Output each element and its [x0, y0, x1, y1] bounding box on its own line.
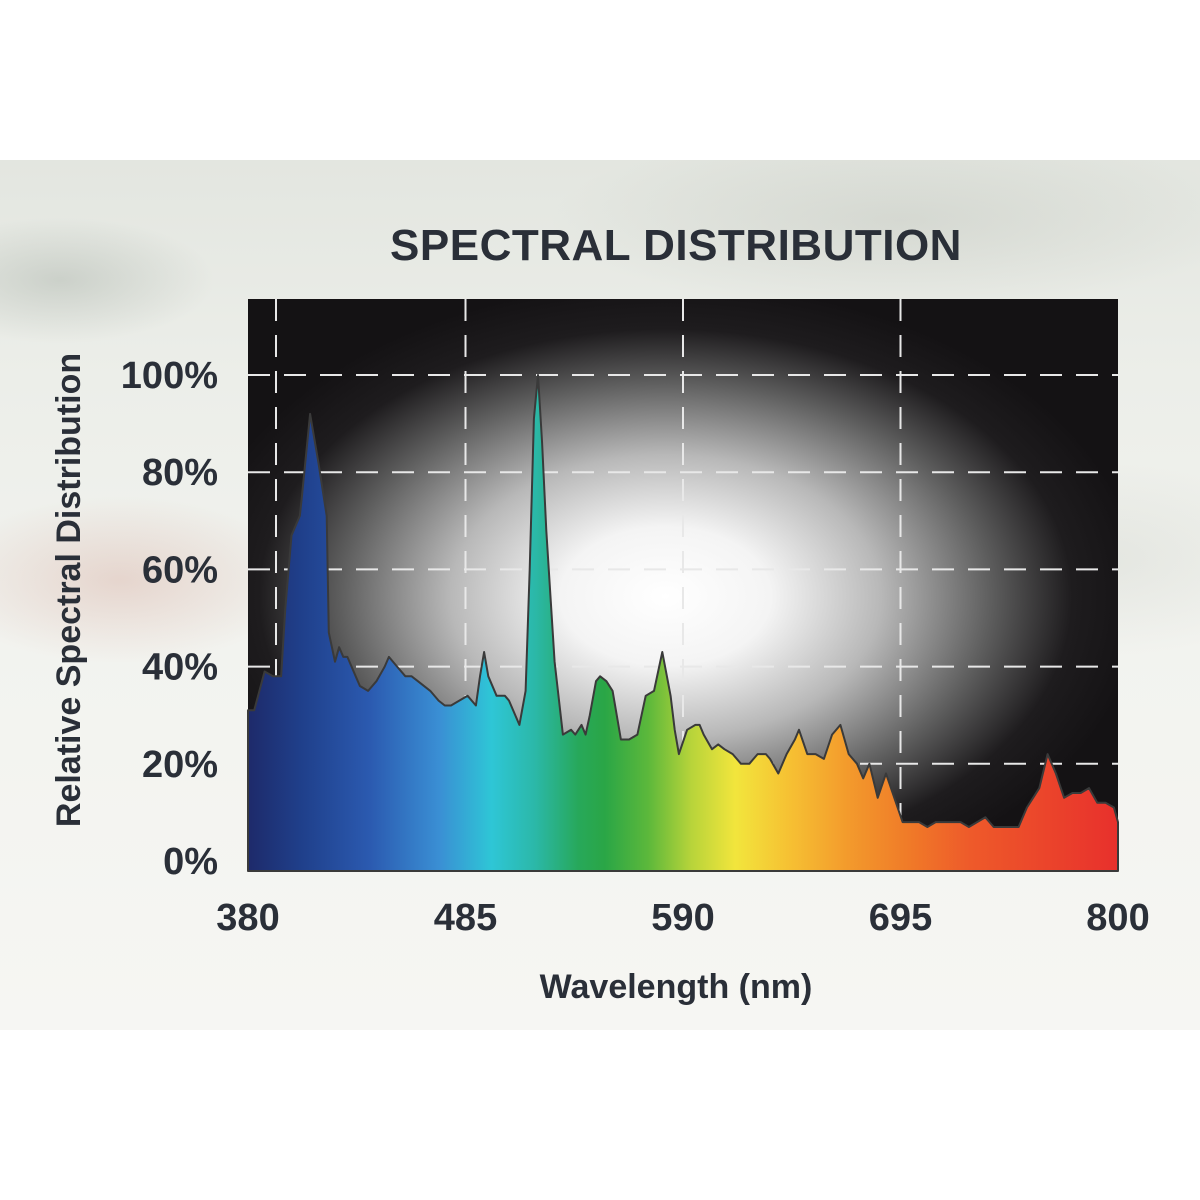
y-axis-label: Relative Spectral Distribution [50, 353, 88, 827]
x-axis-ticks: 380 485 590 695 800 [216, 897, 1149, 939]
x-tick-label: 800 [1086, 897, 1149, 939]
x-axis-label: Wavelength (nm) [540, 968, 813, 1006]
y-tick-label: 20% [142, 744, 218, 786]
y-tick-label: 60% [142, 549, 218, 591]
spectrum-area [247, 374, 1119, 872]
x-tick-label: 380 [216, 897, 279, 939]
y-axis-ticks: 0% 20% 40% 60% 80% 100% [121, 355, 218, 883]
y-tick-label: 0% [163, 841, 218, 883]
y-tick-label: 100% [121, 355, 218, 397]
chart-title: SPECTRAL DISTRIBUTION [390, 221, 962, 270]
y-tick-label: 80% [142, 452, 218, 494]
x-tick-label: 590 [651, 897, 714, 939]
x-tick-label: 485 [434, 897, 497, 939]
y-tick-label: 40% [142, 647, 218, 689]
x-tick-label: 695 [869, 897, 932, 939]
